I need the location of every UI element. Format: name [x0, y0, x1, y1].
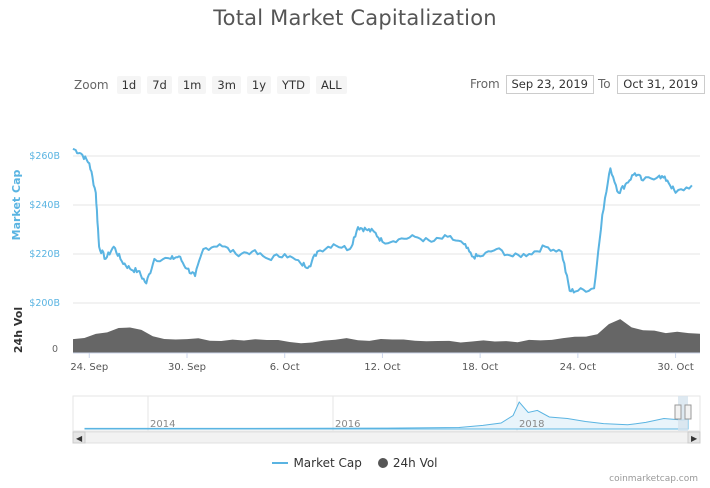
y-tick-label: $240B [29, 200, 60, 211]
y-tick-label: $200B [29, 298, 60, 309]
navigator-tick-label: 2014 [150, 419, 175, 430]
date-range-to: To [598, 74, 705, 94]
y-axis-title-volume: 24h Vol [12, 307, 25, 353]
scrollbar-left-button[interactable] [72, 431, 86, 444]
scrollbar-track[interactable] [72, 431, 701, 444]
arrow-right-icon: ▶ [691, 434, 698, 443]
zoom-button-1y[interactable]: 1y [246, 76, 272, 94]
volume-area [73, 319, 700, 353]
navigator[interactable]: 2014 2016 2018 [72, 395, 701, 432]
scrollbar[interactable]: ◀ ▶ [72, 431, 701, 444]
y-tick-label: $220B [29, 249, 60, 260]
scrollbar-right-button[interactable] [687, 431, 701, 444]
zoom-selector: Zoom 1d 7d 1m 3m 1y YTD ALL [74, 76, 353, 94]
x-axis-ticks: 24. Sep 30. Sep 6. Oct 12. Oct 18. Oct 24. Oc… [70, 353, 694, 373]
x-tick-label: 6. Oct [270, 362, 300, 373]
navigator-handle-left[interactable] [674, 404, 682, 420]
to-date-input[interactable] [616, 74, 705, 94]
to-label: To [598, 77, 611, 91]
from-date-input[interactable] [505, 74, 594, 94]
x-tick-label: 12. Oct [364, 362, 400, 373]
market-cap-series-line [72, 147, 693, 294]
arrow-left-icon: ◀ [76, 434, 83, 443]
line-icon [272, 462, 289, 464]
date-range-from: From [470, 74, 594, 94]
legend-item-market-cap[interactable]: Market Cap [272, 456, 362, 470]
zoom-button-all[interactable]: ALL [315, 76, 347, 94]
y-tick-label: $260B [29, 151, 60, 162]
y-axis-title-market-cap: Market Cap [10, 170, 23, 241]
zoom-button-1d[interactable]: 1d [116, 76, 142, 94]
x-tick-label: 24. Sep [70, 362, 108, 373]
legend: Market Cap 24h Vol [0, 456, 710, 470]
legend-label: 24h Vol [392, 456, 438, 470]
x-tick-label: 24. Oct [560, 362, 596, 373]
navigator-tick-label: 2016 [335, 419, 360, 430]
gridlines [73, 155, 700, 304]
from-label: From [470, 77, 500, 91]
zoom-button-1m[interactable]: 1m [177, 76, 207, 94]
navigator-tick-label: 2018 [519, 419, 544, 430]
dot-icon [377, 458, 388, 468]
navigator-series [84, 401, 689, 430]
market-cap-chart[interactable]: $260B $240B $220B $200B Market Cap 24h V… [0, 0, 710, 450]
x-tick-label: 30. Sep [168, 362, 206, 373]
zoom-label: Zoom [74, 78, 109, 92]
volume-y-tick-label: 0 [52, 344, 58, 355]
legend-label: Market Cap [293, 456, 362, 470]
navigator-selected-range[interactable] [678, 396, 688, 431]
x-tick-label: 30. Oct [657, 362, 693, 373]
legend-item-volume[interactable]: 24h Vol [377, 456, 438, 470]
credits[interactable]: coinmarketcap.com [609, 474, 698, 484]
zoom-button-ytd[interactable]: YTD [277, 76, 310, 94]
chart-title: Total Market Capitalization [213, 6, 497, 30]
zoom-button-7d[interactable]: 7d [147, 76, 172, 94]
x-tick-label: 18. Oct [462, 362, 498, 373]
zoom-button-3m[interactable]: 3m [212, 76, 241, 94]
navigator-handle-right[interactable] [684, 404, 692, 420]
